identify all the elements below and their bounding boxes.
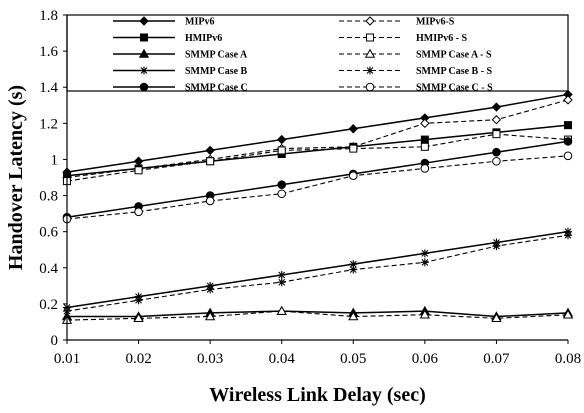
- x-tick-label: 0.06: [412, 351, 439, 367]
- data-point: [206, 285, 214, 293]
- x-tick-label: 0.04: [269, 351, 296, 367]
- y-tick-label: 1: [51, 152, 59, 168]
- data-point: [278, 271, 286, 279]
- legend-label: MIPv6-S: [416, 17, 455, 28]
- legend-marker: [140, 67, 148, 75]
- legend-label: SMMP Case A - S: [416, 50, 492, 61]
- x-tick-label: 0.03: [197, 351, 223, 367]
- data-point: [492, 103, 500, 111]
- data-point: [349, 125, 357, 133]
- data-point: [492, 116, 500, 124]
- data-point: [564, 152, 572, 160]
- legend-marker: [366, 83, 374, 91]
- data-point: [493, 131, 500, 138]
- legend-marker: [367, 34, 374, 41]
- y-tick-label: 0.8: [39, 189, 58, 205]
- data-point: [421, 143, 428, 150]
- data-point: [493, 148, 501, 156]
- legend-label: SMMP Case B: [185, 66, 248, 77]
- x-tick-label: 0.02: [125, 351, 151, 367]
- data-point: [421, 249, 429, 257]
- y-tick-label: 0.6: [39, 225, 58, 241]
- data-point: [564, 231, 572, 239]
- data-point: [278, 181, 286, 189]
- y-tick-label: 0.4: [39, 261, 58, 277]
- data-point: [135, 296, 143, 304]
- data-point: [278, 136, 286, 144]
- data-point: [421, 136, 428, 143]
- data-point: [206, 197, 214, 205]
- legend-label: MIPv6: [185, 17, 214, 28]
- data-point: [492, 242, 500, 250]
- y-axis-title: Handover Latency (s): [5, 85, 27, 270]
- data-point: [421, 258, 429, 266]
- plot-series: [63, 90, 573, 323]
- y-tick-label: 1.6: [39, 44, 58, 60]
- data-point: [493, 157, 501, 165]
- data-point: [278, 278, 286, 286]
- data-point: [421, 165, 429, 173]
- legend-label: SMMP Case A: [185, 50, 248, 61]
- data-point: [565, 122, 572, 129]
- y-tick-label: 1.4: [39, 80, 58, 96]
- legend-label: HMIPv6 - S: [416, 33, 468, 44]
- data-point: [135, 167, 142, 174]
- x-axis-title: Wireless Link Delay (sec): [209, 384, 425, 406]
- legend-marker: [141, 34, 148, 41]
- data-point: [278, 190, 286, 198]
- x-tick-label: 0.07: [483, 351, 510, 367]
- data-point: [564, 138, 572, 146]
- legend-label: SMMP Case C - S: [416, 83, 493, 94]
- y-tick-label: 0.2: [39, 297, 58, 313]
- data-point: [564, 96, 572, 104]
- data-point: [349, 266, 357, 274]
- data-point: [350, 145, 357, 152]
- data-point: [207, 158, 214, 165]
- legend-label: HMIPv6: [185, 33, 222, 44]
- y-tick-label: 0: [51, 333, 59, 349]
- legend-label: SMMP Case B - S: [416, 66, 493, 77]
- legend-label: SMMP Case C: [185, 83, 248, 94]
- data-point: [206, 146, 214, 154]
- data-point: [421, 119, 429, 127]
- legend-marker: [366, 67, 374, 75]
- data-point: [135, 208, 143, 216]
- x-tick-label: 0.08: [555, 351, 581, 367]
- y-tick-label: 1.2: [39, 116, 58, 132]
- x-tick-label: 0.05: [340, 351, 366, 367]
- data-point: [349, 172, 357, 180]
- x-tick-label: 0.01: [54, 351, 80, 367]
- legend-marker: [140, 83, 148, 91]
- data-point: [278, 147, 285, 154]
- series-smmp-case-a-s: [63, 307, 573, 324]
- y-tick-label: 1.8: [39, 8, 58, 24]
